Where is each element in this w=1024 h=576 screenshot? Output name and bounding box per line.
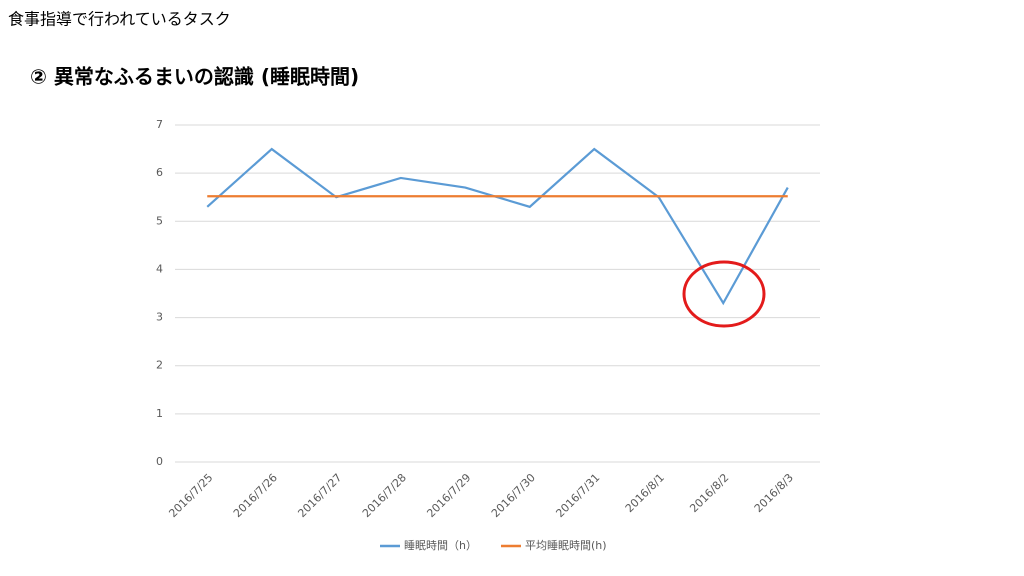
series-line [206,147,789,306]
x-tick-label: 2016/7/30 [489,471,538,520]
heading: ② 異常なふるまいの認識 (睡眠時間) [30,65,359,89]
y-tick-label: 2 [156,359,163,372]
legend-label: 平均睡眠時間(h) [525,539,607,552]
highlight-circle [682,260,766,328]
x-tick-label: 2016/7/27 [295,471,344,520]
y-tick-label: 1 [156,407,163,420]
x-tick-label: 2016/8/3 [752,471,796,515]
y-tick-label: 0 [156,455,163,468]
y-tick-label: 4 [156,262,163,275]
x-tick-label: 2016/8/1 [623,471,667,515]
legend-label: 睡眠時間（h） [404,539,477,552]
x-tick-label: 2016/8/2 [687,471,731,515]
x-tick-label: 2016/7/31 [553,471,602,520]
y-tick-label: 7 [156,118,163,131]
y-tick-label: 5 [156,214,163,227]
x-tick-label: 2016/7/28 [360,471,409,520]
x-tick-label: 2016/7/25 [166,471,215,520]
x-tick-label: 2016/7/29 [424,471,473,520]
y-tick-label: 3 [156,311,163,324]
x-tick-label: 2016/7/26 [231,471,280,520]
slide-title: 食事指導で行われているタスク [8,10,231,29]
y-tick-label: 6 [156,166,163,179]
